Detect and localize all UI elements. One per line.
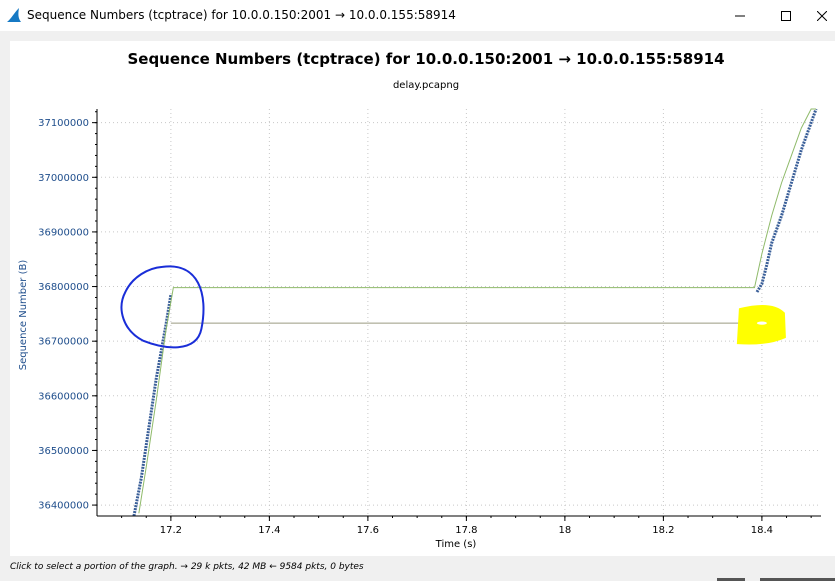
y-tick-label: 36400000 xyxy=(38,501,89,512)
close-button[interactable] xyxy=(808,0,835,31)
x-tick-label: 17.2 xyxy=(160,525,182,536)
window-title: Sequence Numbers (tcptrace) for 10.0.0.1… xyxy=(27,8,456,22)
scrollbar-stub-left xyxy=(717,578,745,581)
title-bar: Sequence Numbers (tcptrace) for 10.0.0.1… xyxy=(0,0,835,31)
x-tick-label: 17.6 xyxy=(357,525,379,536)
highlight-marker-dot xyxy=(756,321,767,325)
scrollbar-stub-right xyxy=(760,578,835,581)
yellow-highlight-annotation xyxy=(736,304,786,345)
close-icon xyxy=(816,10,827,21)
y-tick-label: 36900000 xyxy=(38,227,89,238)
x-tick-label: 18.4 xyxy=(751,525,773,536)
wireshark-fin-icon xyxy=(7,8,21,22)
axes: 17.2 17.4 17.6 17.8 18 18.2 18.4 36400000 365000… xyxy=(38,109,821,536)
y-tick-label: 36500000 xyxy=(38,446,89,457)
x-tick-label: 18 xyxy=(559,525,572,536)
x-axis-label: Time (s) xyxy=(435,539,477,550)
y-tick-label: 36700000 xyxy=(38,337,89,348)
x-tick-label: 18.2 xyxy=(652,525,674,536)
series-segments xyxy=(132,294,173,517)
x-tick-label: 17.4 xyxy=(258,525,280,536)
maximize-icon xyxy=(781,10,791,21)
y-tick-label: 37100000 xyxy=(38,118,89,129)
graph-panel[interactable]: Sequence Numbers (tcptrace) for 10.0.0.1… xyxy=(10,41,835,556)
annotation-layer xyxy=(120,265,786,349)
y-tick-label: 36600000 xyxy=(38,391,89,402)
maximize-button[interactable] xyxy=(763,0,809,31)
grid-lines xyxy=(97,109,821,516)
y-tick-label: 36800000 xyxy=(38,282,89,293)
chart-title: Sequence Numbers (tcptrace) for 10.0.0.1… xyxy=(127,50,724,68)
status-bar: Click to select a portion of the graph. … xyxy=(0,559,835,581)
sequence-number-chart[interactable]: Sequence Numbers (tcptrace) for 10.0.0.1… xyxy=(10,41,835,556)
chart-subtitle: delay.pcapng xyxy=(393,80,459,91)
x-tick-label: 17.8 xyxy=(455,525,477,536)
series-receive-window xyxy=(138,108,817,514)
series-segments xyxy=(755,108,818,293)
y-tick-label: 37000000 xyxy=(38,173,89,184)
data-series-layer xyxy=(132,108,818,517)
y-axis-label: Sequence Number (B) xyxy=(18,260,29,371)
minimize-button[interactable] xyxy=(717,0,763,31)
minimize-icon xyxy=(735,15,745,16)
status-text: Click to select a portion of the graph. … xyxy=(10,562,364,572)
hand-drawn-circle-annotation xyxy=(120,265,205,349)
